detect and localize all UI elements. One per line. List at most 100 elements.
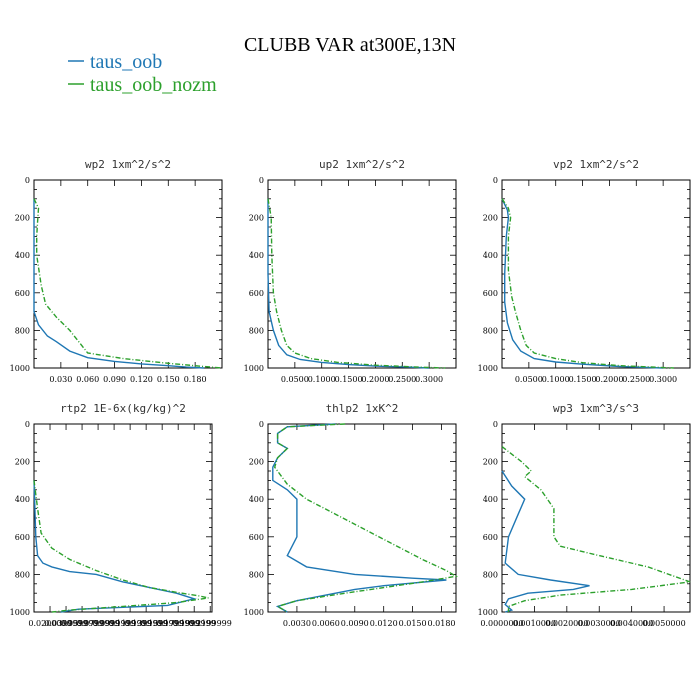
x-tick-label: 0.0050000 <box>642 619 685 628</box>
x-tick-label: 0.1500 <box>335 375 363 384</box>
x-tick-label: 0.0020000 <box>545 619 588 628</box>
series-line-taus-oob-nozm <box>33 480 209 613</box>
y-tick-label: 400 <box>483 495 498 504</box>
x-tick-label: 0.3000 <box>649 375 677 384</box>
series-line-taus-oob-nozm <box>273 423 459 613</box>
series-line-taus-oob-nozm <box>501 446 691 612</box>
y-tick-label: 200 <box>249 214 264 223</box>
series-line-taus-oob-nozm <box>501 198 674 369</box>
y-tick-label: 800 <box>15 570 30 579</box>
x-tick-label: 0.0090 <box>341 619 369 628</box>
legend-label-taus-oob-nozm: taus_oob_nozm <box>90 74 217 96</box>
panel-3: vp2 1xm^2/s^2 0 200 400 600 800 1000 0.05000.10… <box>478 158 691 384</box>
y-tick-label: 600 <box>15 533 30 542</box>
x-tick-label: 0.1799999 <box>157 619 200 628</box>
x-tick-label: 0.0040000 <box>610 619 653 628</box>
plot-frame <box>501 423 691 613</box>
x-tick-label: 0.0060 <box>312 619 340 628</box>
x-tick-label: 0.2000 <box>361 375 389 384</box>
x-tick-label: 0.0000000 <box>480 619 523 628</box>
y-tick-label: 200 <box>483 214 498 223</box>
y-tick-label: 1000 <box>478 364 498 373</box>
y-tick-label: 800 <box>483 326 498 335</box>
x-tick-label: 0.1199999 <box>108 619 151 628</box>
series-line-taus-oob <box>501 198 664 369</box>
x-tick-label: 0.0599999 <box>60 619 103 628</box>
x-tick-label: 0.1599999 <box>141 619 184 628</box>
y-tick-label: 200 <box>15 214 30 223</box>
x-tick-label: 0.0030 <box>283 619 311 628</box>
panel-4: rtp2 1E-6x(kg/kg)^2 0 200 400 600 800 1000 0.02… <box>10 402 232 628</box>
panel-title: up2 1xm^2/s^2 <box>319 158 405 171</box>
x-tick-label: 0.1399999 <box>125 619 168 628</box>
plot-frame <box>267 179 457 369</box>
x-tick-label: 0.3000 <box>415 375 443 384</box>
x-tick-label: 0.0999999 <box>92 619 135 628</box>
panel-title: wp2 1xm^2/s^2 <box>85 158 171 171</box>
series-line-taus-oob <box>501 470 590 613</box>
x-tick-label: 0.0500 <box>515 375 543 384</box>
x-tick-label: 0.1000 <box>542 375 570 384</box>
series-line-taus-oob <box>33 480 197 613</box>
x-tick-label: 0.2500 <box>622 375 650 384</box>
y-tick-label: 800 <box>249 570 264 579</box>
x-tick-label: 0.0010000 <box>513 619 556 628</box>
x-tick-label: 0.180 <box>184 375 207 384</box>
plot-frame <box>33 179 223 369</box>
y-tick-label: 0 <box>493 176 498 185</box>
series-line-taus-oob <box>267 198 430 369</box>
y-tick-label: 800 <box>483 570 498 579</box>
y-tick-label: 1000 <box>10 364 30 373</box>
y-tick-label: 200 <box>15 458 30 467</box>
panel-2: up2 1xm^2/s^2 0 200 400 600 800 1000 0.05000.10… <box>244 158 457 384</box>
x-tick-label: 0.0200000 <box>28 619 71 628</box>
x-tick-label: 0.2000 <box>595 375 623 384</box>
y-tick-label: 200 <box>249 458 264 467</box>
x-tick-label: 0.0120 <box>370 619 398 628</box>
y-tick-label: 600 <box>483 289 498 298</box>
legend: taus_oob taus_oob_nozm <box>68 51 217 96</box>
x-tick-label: 0.0799999 <box>76 619 119 628</box>
x-tick-label: 0.2199999 <box>189 619 232 628</box>
y-tick-label: 600 <box>249 533 264 542</box>
y-tick-label: 0 <box>25 176 30 185</box>
y-tick-label: 600 <box>483 533 498 542</box>
panel-title: wp3 1xm^3/s^3 <box>553 402 639 415</box>
figure-title: CLUBB VAR at300E,13N <box>244 34 456 56</box>
y-tick-label: 1000 <box>478 608 498 617</box>
x-tick-label: 0.1000 <box>308 375 336 384</box>
y-tick-label: 600 <box>249 289 264 298</box>
x-tick-label: 0.1500 <box>569 375 597 384</box>
x-tick-label: 0.0180 <box>428 619 456 628</box>
x-tick-label: 0.0030000 <box>578 619 621 628</box>
y-tick-label: 400 <box>249 495 264 504</box>
y-tick-label: 1000 <box>10 608 30 617</box>
y-tick-label: 400 <box>15 251 30 260</box>
y-tick-label: 400 <box>249 251 264 260</box>
series-line-taus-oob-nozm <box>267 198 446 369</box>
y-tick-label: 800 <box>249 326 264 335</box>
y-tick-label: 400 <box>15 495 30 504</box>
y-tick-label: 800 <box>15 326 30 335</box>
legend-label-taus-oob: taus_oob <box>90 51 162 73</box>
panel-1: wp2 1xm^2/s^2 0 200 400 600 800 1000 0.030 0.060… <box>10 158 223 384</box>
x-tick-label: 0.150 <box>157 375 180 384</box>
x-tick-label: 0.2500 <box>388 375 416 384</box>
y-tick-label: 600 <box>15 289 30 298</box>
panel-5: thlp2 1xK^2 0 200 400 600 800 1000 0.0030 0.0060… <box>244 402 459 628</box>
x-tick-label: 0.0150 <box>399 619 427 628</box>
series-line-taus-oob <box>33 198 205 369</box>
y-tick-label: 1000 <box>244 608 264 617</box>
y-tick-label: 0 <box>493 420 498 429</box>
y-tick-label: 0 <box>259 176 264 185</box>
panel-title: vp2 1xm^2/s^2 <box>553 158 639 171</box>
y-tick-label: 400 <box>483 251 498 260</box>
x-tick-label: 0.060 <box>76 375 99 384</box>
panel-title: thlp2 1xK^2 <box>326 402 399 415</box>
y-tick-label: 1000 <box>244 364 264 373</box>
series-line-taus-oob-nozm <box>33 198 223 369</box>
y-tick-label: 0 <box>25 420 30 429</box>
x-tick-label: 0.090 <box>103 375 126 384</box>
y-tick-label: 0 <box>259 420 264 429</box>
